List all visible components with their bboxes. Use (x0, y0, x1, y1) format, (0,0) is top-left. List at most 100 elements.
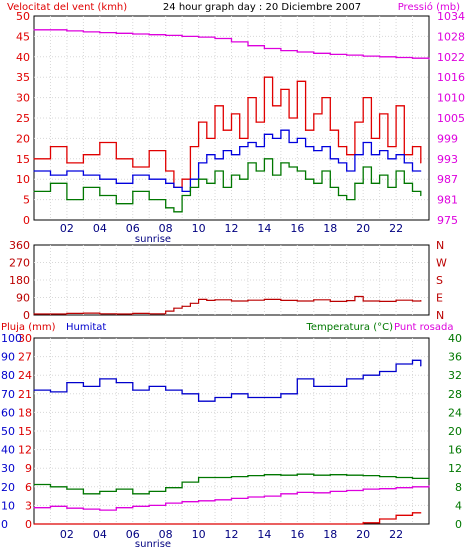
point-low (379, 174, 381, 176)
direction-degree-tick: 0 (23, 309, 30, 322)
point-dewpoint (99, 509, 101, 511)
point-dir (395, 299, 397, 301)
point-low (321, 170, 323, 172)
direction-compass-tick: N (436, 239, 444, 252)
point-temperature (379, 475, 381, 478)
direction-degree-tick: 180 (9, 274, 30, 287)
point-humidity (296, 378, 298, 380)
point-avg (181, 190, 183, 193)
humidity-tick: 40 (1, 444, 15, 457)
point-dewpoint (82, 508, 84, 510)
point-low (222, 186, 224, 188)
wind-speed-tick: 45 (16, 30, 30, 43)
point-gust (346, 154, 348, 156)
wind-speed-tick: 50 (16, 10, 30, 23)
point-avg (173, 186, 175, 188)
point-dir (197, 298, 200, 301)
point-humidity (181, 393, 183, 395)
hour-tick: 22 (389, 222, 403, 235)
point-low (230, 174, 233, 176)
point-low (82, 186, 84, 188)
point-dir (296, 300, 298, 302)
point-humidity (362, 374, 364, 376)
point-temperature (115, 488, 117, 490)
point-humidity (115, 382, 117, 384)
direction-compass-tick: W (436, 257, 447, 270)
point-pressure (82, 31, 84, 33)
point-avg (263, 133, 266, 135)
point-dewpoint (411, 486, 414, 488)
point-low (288, 166, 290, 168)
point-avg (189, 178, 191, 180)
series-rain (34, 512, 421, 525)
point-dewpoint (280, 493, 282, 495)
point-dir (346, 300, 348, 302)
humidity-tick: 60 (1, 406, 15, 419)
point-pressure (181, 35, 183, 38)
point-pressure (230, 41, 233, 43)
wind-speed-tick: 15 (16, 153, 30, 166)
point-low (337, 194, 340, 197)
point-avg (230, 154, 233, 156)
point-temperature (197, 476, 200, 479)
point-pressure (214, 37, 216, 40)
point-avg (403, 162, 405, 164)
point-temperature (165, 487, 167, 489)
temperature-tick: 16 (448, 444, 462, 457)
point-avg (239, 145, 241, 148)
point-dewpoint (148, 504, 150, 506)
point-pressure (66, 30, 68, 32)
point-temperature (148, 490, 150, 493)
point-low (247, 162, 249, 164)
point-humidity (411, 359, 414, 361)
point-avg (214, 158, 216, 160)
point-humidity (379, 370, 381, 373)
rain-axis-title: Pluja (mm) (1, 322, 56, 333)
direction-compass-tick: E (436, 292, 443, 305)
point-avg (395, 154, 397, 156)
point-gust (197, 121, 200, 123)
point-avg (387, 158, 389, 160)
point-dir (148, 313, 150, 315)
rain-tick: 27 (18, 351, 32, 364)
wind-speed-tick: 25 (16, 112, 30, 125)
point-low (272, 174, 274, 176)
point-dewpoint (66, 507, 68, 509)
point-avg (49, 174, 52, 176)
point-rain (346, 523, 348, 525)
point-dewpoint (313, 492, 315, 494)
point-avg (99, 178, 101, 180)
point-temperature (428, 478, 430, 480)
point-dir (173, 307, 175, 309)
point-pressure (115, 32, 117, 34)
point-dewpoint (362, 488, 364, 490)
point-pressure (280, 49, 282, 52)
point-dir (214, 299, 216, 301)
point-avg (296, 137, 298, 139)
point-gust (82, 154, 84, 156)
point-dewpoint (197, 500, 200, 502)
point-gust (362, 97, 364, 99)
point-avg (411, 170, 414, 172)
point-temperature (411, 477, 414, 480)
point-dir (189, 302, 191, 304)
point-avg (247, 141, 249, 144)
temperature-tick: 0 (455, 518, 462, 531)
direction-degree-tick: 270 (9, 257, 30, 270)
point-dewpoint (165, 502, 167, 504)
wind-speed-tick-labels: 0 5 10 15 20 25 30 35 40 45 50 (16, 10, 30, 227)
series-pressure (34, 29, 430, 59)
wind-pressure-panel: 0 5 10 15 20 25 30 35 40 45 50 975 981 987 993 999 1005… (16, 10, 465, 245)
point-gust (280, 88, 282, 91)
point-low (189, 186, 191, 188)
rain-humidity-temp-x-tick-labels: 02 04 06 08 10 12 14 16 18 20 22 (60, 528, 403, 541)
point-pressure (379, 56, 381, 58)
wind-direction-plot-area (33, 244, 430, 316)
point-rain (420, 512, 422, 514)
point-avg (148, 178, 150, 180)
point-dewpoint (132, 505, 134, 507)
point-low (403, 182, 405, 184)
point-gust (321, 97, 323, 99)
point-avg (280, 129, 282, 131)
